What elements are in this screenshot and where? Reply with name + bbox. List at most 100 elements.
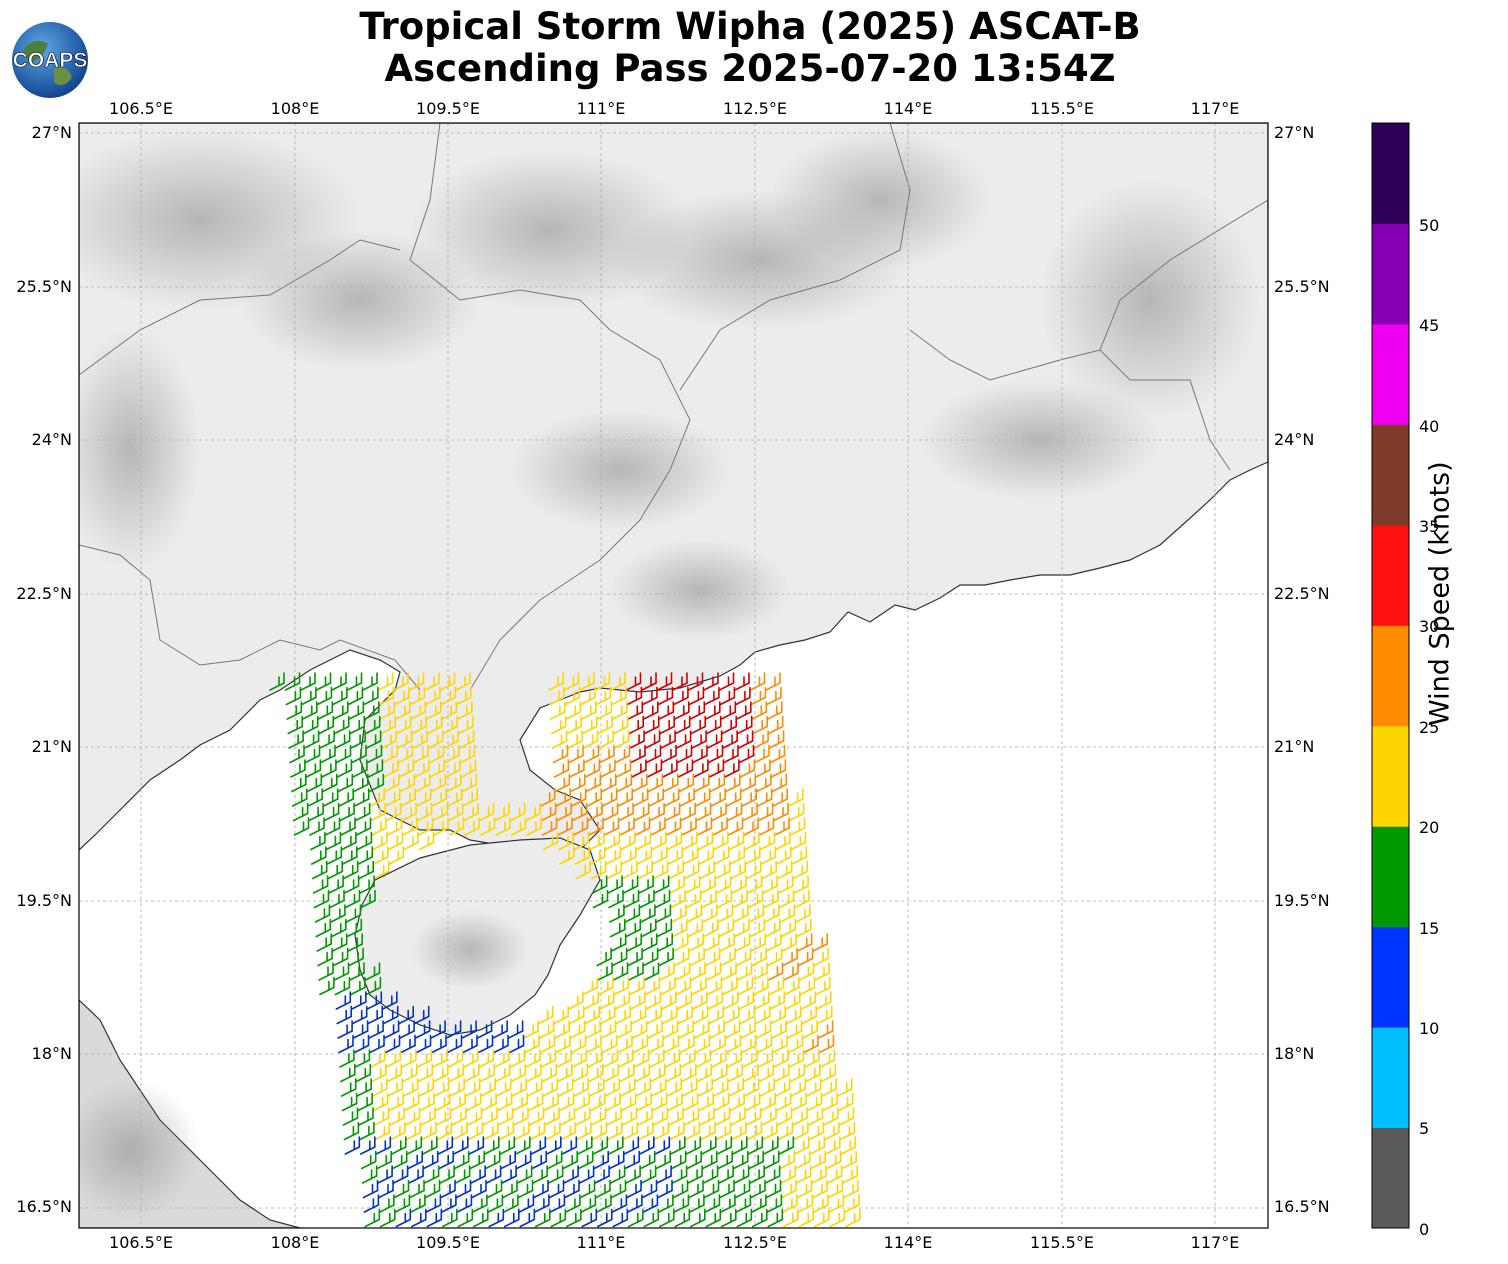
- wind-barb: [613, 976, 630, 996]
- wind-barb: [800, 991, 817, 1010]
- wind-barb: [659, 715, 676, 735]
- wind-barb: [714, 860, 731, 880]
- wind-barb: [704, 686, 720, 706]
- wind-barb: [685, 1136, 702, 1155]
- wind-barb: [592, 889, 609, 909]
- wind-barb: [696, 817, 713, 836]
- wind-barb: [599, 744, 615, 764]
- wind-barb: [346, 672, 363, 691]
- wind-barb: [526, 817, 542, 836]
- wind-barb: [408, 1165, 424, 1184]
- wind-barb: [765, 1179, 782, 1199]
- colorbar-frame: [1371, 122, 1410, 1229]
- wind-barb: [558, 1092, 575, 1112]
- wind-barb: [815, 976, 831, 996]
- wind-barb: [737, 976, 754, 996]
- wind-barb: [672, 672, 688, 691]
- chart-title-line-1: Tropical Storm Wipha (2025) ASCAT-B: [359, 5, 1141, 48]
- wind-barb: [734, 672, 750, 691]
- wind-barb: [510, 817, 527, 836]
- wind-barb: [728, 1078, 745, 1097]
- wind-barb: [738, 991, 755, 1010]
- wind-barb: [335, 991, 352, 1010]
- wind-barb: [334, 730, 351, 749]
- wind-barb: [329, 889, 345, 909]
- wind-barb: [699, 860, 716, 880]
- wind-barb: [432, 1049, 448, 1068]
- wind-barb: [768, 976, 785, 996]
- wind-barb: [582, 730, 599, 749]
- wind-barb: [690, 962, 706, 981]
- wind-barb: [638, 875, 654, 894]
- wind-barb: [626, 1179, 642, 1199]
- wind-barb: [303, 730, 320, 749]
- wind-barb: [564, 1179, 580, 1199]
- wind-barb: [704, 1194, 721, 1213]
- wind-barb: [608, 889, 624, 909]
- province-border: [409, 123, 691, 691]
- wind-barb: [654, 889, 671, 909]
- wind-barb: [708, 759, 725, 778]
- wind-barb: [481, 1092, 497, 1112]
- wind-barb: [795, 918, 812, 938]
- wind-barb: [671, 1165, 688, 1184]
- wind-barb: [747, 889, 764, 909]
- colorbar-segment: [1372, 424, 1409, 526]
- lat-ticks-left: 27°N 25.5°N 24°N 22.5°N 21°N 19.5°N 18°N…: [16, 123, 72, 1216]
- wind-barb: [503, 1208, 520, 1228]
- wind-barb: [463, 1063, 480, 1083]
- wind-barb: [485, 1165, 502, 1184]
- wind-barb: [793, 1121, 809, 1141]
- wind-barb: [511, 1078, 528, 1097]
- wind-barb: [455, 1179, 472, 1199]
- wind-barb: [824, 1121, 840, 1141]
- wind-barb: [545, 1121, 561, 1141]
- wind-barb: [765, 933, 782, 952]
- wind-barb: [462, 788, 479, 807]
- wind-barb: [656, 918, 673, 938]
- wind-barb: [497, 1107, 514, 1126]
- wind-barb: [789, 817, 806, 836]
- wind-barb: [792, 860, 809, 880]
- wind-barb: [445, 773, 462, 793]
- wind-barb: [706, 730, 723, 749]
- wind-barb: [563, 1165, 579, 1184]
- wind-barb: [366, 744, 383, 764]
- wind-barb: [576, 1121, 592, 1141]
- wind-barb: [589, 1092, 606, 1112]
- wind-barb: [730, 860, 747, 880]
- wind-barb: [752, 715, 769, 735]
- wind-barb: [775, 846, 792, 865]
- wind-barb: [755, 773, 772, 793]
- wind-barb: [724, 1020, 741, 1039]
- wind-barb: [583, 991, 600, 1010]
- wind-barb: [370, 1063, 387, 1083]
- wind-barb: [368, 773, 385, 793]
- wind-barb: [570, 1034, 587, 1054]
- wind-barb: [395, 715, 412, 735]
- wind-barb: [803, 1034, 819, 1054]
- wind-barb: [713, 831, 729, 851]
- wind-barb: [780, 1165, 796, 1184]
- wind-barb: [568, 1005, 585, 1025]
- wind-barb: [433, 817, 449, 836]
- wind-barb: [776, 1107, 793, 1126]
- wind-barb: [394, 686, 410, 706]
- wind-barb: [443, 730, 459, 749]
- colorbar-segment: [1372, 524, 1409, 626]
- wind-barb: [492, 1020, 508, 1039]
- colorbar-tick-label: 5: [1419, 1119, 1429, 1138]
- wind-barb: [453, 1150, 470, 1170]
- colorbar-tick-label: 10: [1419, 1019, 1439, 1038]
- wind-barb: [387, 831, 404, 851]
- wind-barb: [334, 976, 351, 996]
- wind-barb: [587, 802, 603, 822]
- wind-barb: [669, 1121, 685, 1141]
- wind-barb: [653, 875, 670, 894]
- wind-barb: [564, 686, 581, 706]
- wind-barb: [320, 744, 336, 764]
- wind-barb: [643, 962, 660, 981]
- wind-barb: [541, 817, 558, 836]
- wind-barb: [626, 933, 643, 952]
- wind-barb: [763, 1150, 780, 1170]
